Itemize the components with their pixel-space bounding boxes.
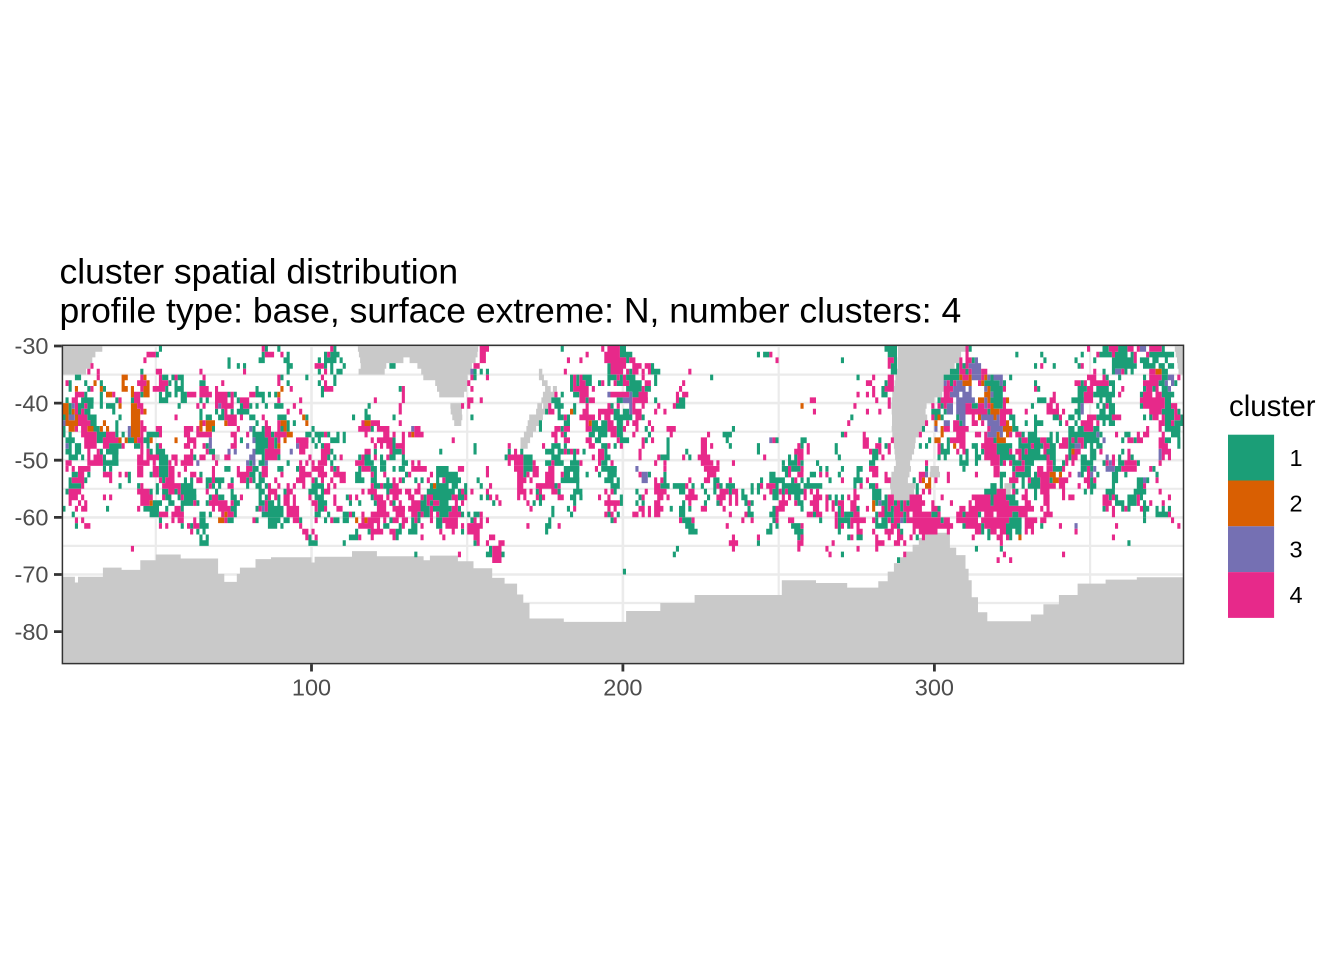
svg-text:-50: -50 — [15, 447, 49, 473]
svg-text:200: 200 — [603, 675, 642, 701]
svg-text:2: 2 — [1290, 491, 1303, 517]
svg-text:-40: -40 — [15, 390, 49, 416]
svg-text:profile type: base, surface ex: profile type: base, surface extreme: N, … — [60, 291, 962, 331]
svg-text:1: 1 — [1290, 445, 1303, 471]
svg-text:cluster: cluster — [1229, 390, 1316, 423]
svg-text:-60: -60 — [15, 505, 49, 531]
svg-text:3: 3 — [1290, 536, 1303, 562]
svg-text:-80: -80 — [15, 619, 49, 645]
svg-text:300: 300 — [915, 675, 954, 701]
svg-text:4: 4 — [1290, 582, 1303, 608]
svg-text:100: 100 — [292, 675, 331, 701]
svg-text:-70: -70 — [15, 562, 49, 588]
svg-text:-30: -30 — [15, 333, 49, 359]
svg-text:cluster spatial distribution: cluster spatial distribution — [60, 251, 459, 291]
